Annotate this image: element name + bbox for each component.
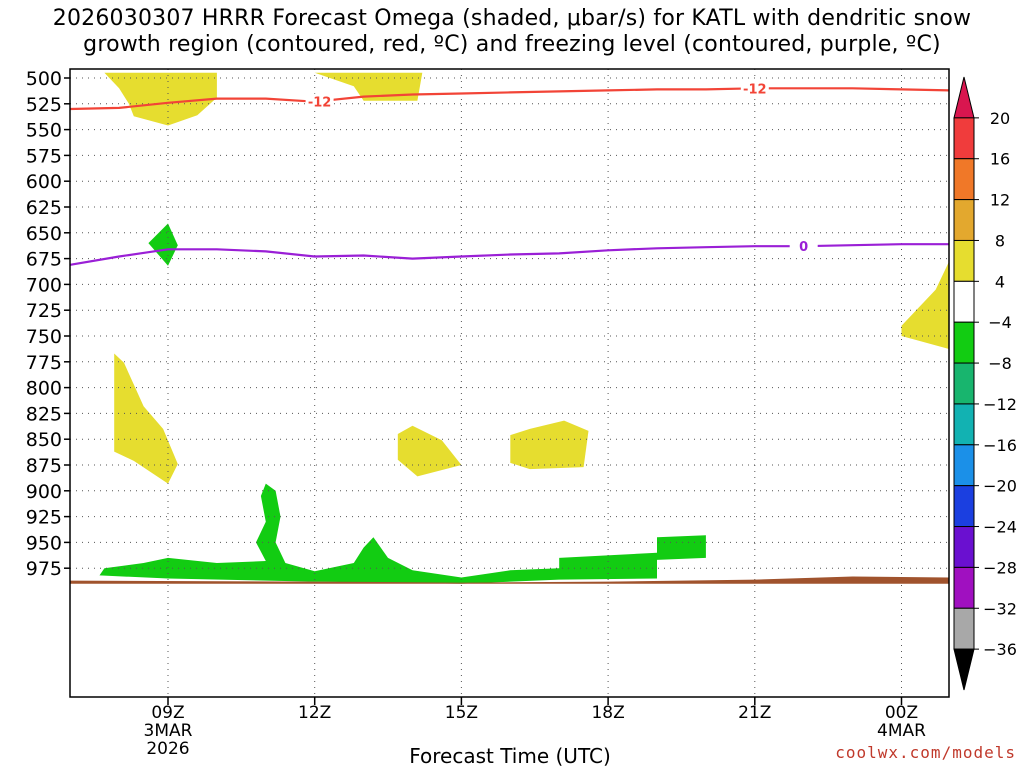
- omega-region-2: [114, 353, 178, 484]
- red-contour-line: [70, 87, 949, 111]
- chart-title: 2026030307 HRRR Forecast Omega (shaded, …: [52, 6, 972, 57]
- y-tick-label-975: 975: [26, 558, 62, 580]
- colorbar-swatch-7: [953, 362, 975, 405]
- red-contour-label-1: -12: [743, 82, 767, 97]
- y-tick-label-775: 775: [26, 352, 62, 374]
- y-tick-label-850: 850: [26, 429, 62, 451]
- colorbar-swatch-10: [953, 485, 975, 528]
- colorbar-swatch-1: [953, 117, 975, 160]
- omega-region-0: [104, 72, 217, 126]
- site-credit: coolwx.com/models: [835, 743, 1016, 762]
- omega-region-1: [314, 72, 423, 101]
- red-contour-label-bg-1: [740, 80, 769, 97]
- colorbar-swatch-4: [953, 239, 975, 282]
- colorbar-swatch-12: [953, 566, 975, 609]
- x-tick-label-18Z: 18Z: [591, 703, 624, 723]
- colorbar-swatch-9: [953, 444, 975, 487]
- y-tick-label-625: 625: [26, 197, 62, 219]
- y-tick-label-675: 675: [26, 249, 62, 271]
- colorbar-swatch-11: [953, 526, 975, 568]
- red-contour-label-bg-0: [305, 93, 334, 110]
- omega-region-5: [901, 261, 949, 350]
- colorbar-label-7: −12: [983, 395, 1017, 414]
- colorbar-label-6: −8: [988, 354, 1012, 373]
- omega-region-4: [510, 420, 589, 470]
- y-tick-label-525: 525: [26, 94, 62, 116]
- x-tick-label-00Z: 00Z: [885, 703, 918, 723]
- omega-region-7: [99, 483, 706, 584]
- colorbar-label-1: 16: [990, 150, 1010, 169]
- y-tick-label-650: 650: [26, 223, 62, 245]
- y-tick-label-600: 600: [26, 171, 62, 193]
- colorbar-bottom-triangle: [953, 648, 975, 691]
- colorbar-label-0: 20: [990, 109, 1010, 128]
- x-axis-label: Forecast Time (UTC): [409, 744, 611, 768]
- colorbar-label-2: 12: [990, 191, 1010, 210]
- colorbar-label-5: −4: [988, 313, 1012, 332]
- contour-lines: -12 -12 0: [70, 80, 949, 266]
- y-tick-label-950: 950: [26, 532, 62, 554]
- x-tick-label-15Z: 15Z: [445, 703, 478, 723]
- y-tick-label-925: 925: [26, 507, 62, 529]
- x-tick-sublabel1-00Z: 4MAR: [877, 721, 926, 741]
- colorbar: 20 16 12 8 4 −4 −8 −12 −16 −20 −24 −28 −32 −36: [953, 76, 1017, 691]
- colorbar-top-triangle: [953, 76, 975, 119]
- purple-contour-label-bg-0: [789, 238, 818, 255]
- y-tick-label-700: 700: [26, 274, 62, 296]
- colorbar-swatch-5: [953, 280, 975, 323]
- colorbar-swatch-13: [953, 607, 975, 650]
- purple-contour-line: [70, 243, 949, 266]
- y-tick-label-500: 500: [26, 68, 62, 90]
- x-tick-label-09Z: 09Z: [151, 703, 184, 723]
- y-tick-label-800: 800: [26, 378, 62, 400]
- colorbar-swatch-6: [953, 321, 975, 364]
- x-tick-sublabel1-09Z: 3MAR: [144, 721, 193, 741]
- colorbar-label-12: −32: [983, 599, 1017, 618]
- colorbar-swatch-2: [953, 158, 975, 201]
- surface-fill: [70, 576, 949, 584]
- y-tick-label-825: 825: [26, 403, 62, 425]
- surface-layer: [70, 576, 949, 584]
- y-tick-label-900: 900: [26, 481, 62, 503]
- red-contour-label-0: -12: [308, 96, 332, 111]
- y-axis: 500 525 550 575 600 625 650 675 700 725 750 775 800 8…: [26, 68, 70, 580]
- colorbar-swatch-8: [953, 403, 975, 446]
- y-tick-label-875: 875: [26, 455, 62, 477]
- y-tick-label-725: 725: [26, 300, 62, 322]
- colorbar-label-9: −20: [983, 477, 1017, 496]
- x-tick-label-21Z: 21Z: [738, 703, 771, 723]
- plot-frame: [69, 68, 950, 698]
- y-tick-label-550: 550: [26, 120, 62, 142]
- colorbar-label-13: −36: [983, 640, 1017, 659]
- colorbar-swatch-3: [953, 199, 975, 241]
- y-tick-label-575: 575: [26, 145, 62, 167]
- gridlines: [70, 69, 949, 697]
- colorbar-label-8: −16: [983, 436, 1017, 455]
- purple-contour-label-0: 0: [799, 240, 808, 255]
- colorbar-label-4: 4: [995, 272, 1005, 291]
- x-tick-label-12Z: 12Z: [298, 703, 331, 723]
- colorbar-label-3: 8: [995, 231, 1005, 250]
- omega-shading: [99, 72, 949, 584]
- x-tick-sublabel2-09Z: 2026: [146, 739, 189, 759]
- colorbar-label-10: −24: [983, 518, 1017, 537]
- omega-region-6: [148, 223, 178, 266]
- y-tick-label-750: 750: [26, 326, 62, 348]
- omega-region-3: [397, 425, 462, 477]
- colorbar-label-11: −28: [983, 558, 1017, 577]
